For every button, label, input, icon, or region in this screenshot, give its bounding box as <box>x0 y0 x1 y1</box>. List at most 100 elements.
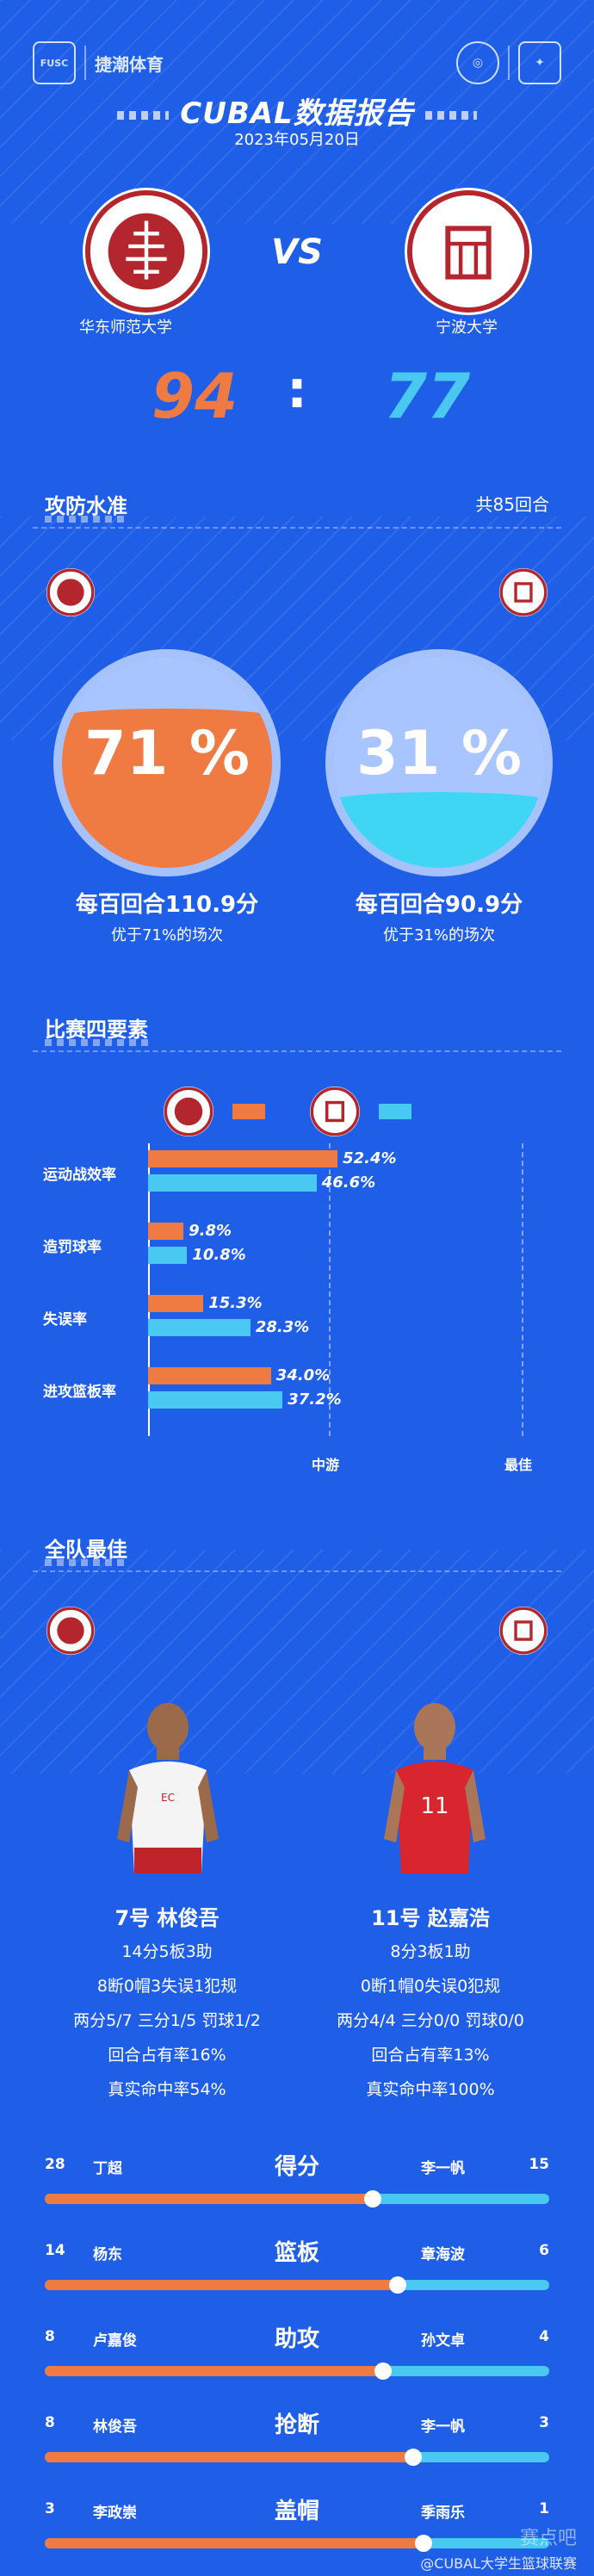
away-factor-bar <box>148 1174 317 1192</box>
leader-away-value: 3 <box>539 2414 549 2431</box>
away-rating: 每百回合90.9分 <box>355 892 523 918</box>
factor-label: 运动战效率 <box>43 1167 116 1184</box>
home-legend-swatch <box>232 1104 265 1119</box>
leader-bar-divider <box>404 2449 422 2466</box>
leader-home-value: 8 <box>45 2414 55 2431</box>
cubal-logo-icon: ✦ <box>518 41 561 84</box>
home-efficiency-gauge: 71 % <box>62 658 272 868</box>
rounds-count: 共85回合 <box>475 494 549 515</box>
away-team-emblem-small <box>499 568 548 616</box>
report-title-text: CUBAL数据报告 <box>180 96 414 131</box>
best-gridline <box>522 1143 523 1436</box>
report-date: 2023年05月20日 <box>234 131 360 149</box>
home-player-ts: 真实命中率54% <box>108 2080 226 2099</box>
brand-right: ◎ ✦ <box>456 41 561 84</box>
leader-away-name: 季雨乐 <box>421 2505 465 2522</box>
leader-bar-home <box>45 2366 383 2376</box>
away-factor-value: 37.2% <box>288 1390 342 1409</box>
leader-bar-home <box>45 2538 424 2548</box>
brand-sponsor: 捷潮体育 <box>95 53 164 75</box>
home-player-photo: EC <box>117 1703 219 1873</box>
home-factor-bar <box>148 1223 184 1240</box>
brand-left: FUSC 捷潮体育 <box>33 41 164 84</box>
away-team-emblem-small <box>499 1607 548 1655</box>
away-player-photo: 11 <box>384 1703 486 1873</box>
leader-away-name: 李一帆 <box>421 2160 465 2177</box>
home-factor-value: 34.0% <box>275 1366 331 1384</box>
home-team-emblem-small <box>46 568 95 616</box>
divider <box>33 527 561 529</box>
score-separator: : <box>287 360 307 420</box>
home-better-than: 优于71%的场次 <box>110 926 223 944</box>
weibo-watermark: @CUBAL大学生篮球联赛 <box>420 2555 577 2572</box>
vs-label: VS <box>271 232 323 272</box>
factor-label: 失误率 <box>43 1311 87 1328</box>
leader-category: 得分 <box>274 2154 319 2180</box>
home-gauge-pct: 71 % <box>84 718 250 789</box>
leader-bar <box>45 2452 549 2462</box>
section-offense-heading: 攻防水准 <box>45 489 127 523</box>
leader-away-value: 4 <box>539 2328 549 2345</box>
home-factor-bar <box>148 1295 204 1312</box>
away-player-ts: 真实命中率100% <box>366 2080 495 2099</box>
away-player-shooting: 两分4/4 三分0/0 罚球0/0 <box>337 2011 524 2030</box>
leader-bar-divider <box>414 2535 432 2552</box>
leader-away-value: 1 <box>539 2500 549 2517</box>
mid-gridline <box>329 1143 331 1436</box>
leader-category: 篮板 <box>274 2240 319 2266</box>
away-gauge-pct: 31 % <box>356 718 522 789</box>
away-player-stats2: 0断1帽0失误0犯规 <box>360 1977 501 1996</box>
home-player-stats2: 8断0帽3失误1犯规 <box>96 1977 238 1996</box>
away-better-than: 优于31%的场次 <box>382 926 495 944</box>
home-team-emblem <box>83 188 210 315</box>
lower-pattern <box>0 1550 594 1774</box>
home-team-name: 华东师范大学 <box>79 319 172 337</box>
home-factor-value: 15.3% <box>208 1294 263 1312</box>
leader-home-name: 林俊吾 <box>93 2418 137 2436</box>
site-stamp: 赛点吧 <box>519 2528 577 2549</box>
league-emblem-icon: ◎ <box>456 41 499 84</box>
leader-away-name: 章海波 <box>421 2246 465 2263</box>
leader-home-name: 卢嘉俊 <box>93 2332 137 2350</box>
leader-bar <box>45 2538 549 2548</box>
leader-bar <box>45 2280 549 2290</box>
away-factor-bar <box>148 1247 188 1264</box>
divider <box>33 1050 561 1052</box>
leader-bar <box>45 2366 549 2376</box>
home-player-stats1: 14分5板3助 <box>121 1942 213 1961</box>
away-player-usage: 回合占有率13% <box>371 2046 490 2065</box>
leader-category: 助攻 <box>274 2326 319 2352</box>
section-four-factors-heading: 比赛四要素 <box>45 1012 148 1046</box>
leader-home-value: 14 <box>45 2242 65 2259</box>
leader-category: 盖帽 <box>274 2499 319 2524</box>
away-legend-swatch <box>379 1104 411 1119</box>
leader-away-value: 6 <box>539 2242 549 2259</box>
away-efficiency-gauge: 31 % <box>334 658 544 868</box>
leader-home-name: 丁超 <box>93 2160 122 2177</box>
tick-best: 最佳 <box>504 1457 533 1473</box>
leader-bar-divider <box>389 2276 407 2294</box>
away-player-stats1: 8分3板1助 <box>390 1942 471 1961</box>
away-player-name: 11号 赵嘉浩 <box>371 1906 490 1930</box>
home-factor-bar <box>148 1150 338 1167</box>
away-factor-value: 10.8% <box>192 1246 246 1264</box>
home-rating: 每百回合110.9分 <box>75 892 259 918</box>
away-team-emblem <box>405 188 532 315</box>
svg-text:11: 11 <box>420 1793 449 1819</box>
leader-bar-home <box>45 2280 399 2290</box>
leader-home-value: 8 <box>45 2328 55 2345</box>
away-factor-value: 28.3% <box>255 1318 310 1336</box>
leader-home-name: 李政崇 <box>93 2505 137 2522</box>
leader-bar-divider <box>374 2362 392 2380</box>
away-factor-bar <box>148 1391 283 1409</box>
home-player-usage: 回合占有率16% <box>108 2046 226 2065</box>
away-gauge-fill <box>334 792 544 868</box>
home-factor-value: 52.4% <box>343 1149 397 1167</box>
fusc-logo: FUSC <box>33 41 76 84</box>
leader-bar-divider <box>363 2190 381 2208</box>
leader-home-value: 28 <box>45 2156 65 2173</box>
leader-home-value: 3 <box>45 2500 55 2517</box>
factor-label: 进攻篮板率 <box>43 1384 116 1401</box>
section-best-heading: 全队最佳 <box>45 1533 127 1566</box>
home-player-shooting: 两分5/7 三分1/5 罚球1/2 <box>73 2011 261 2030</box>
